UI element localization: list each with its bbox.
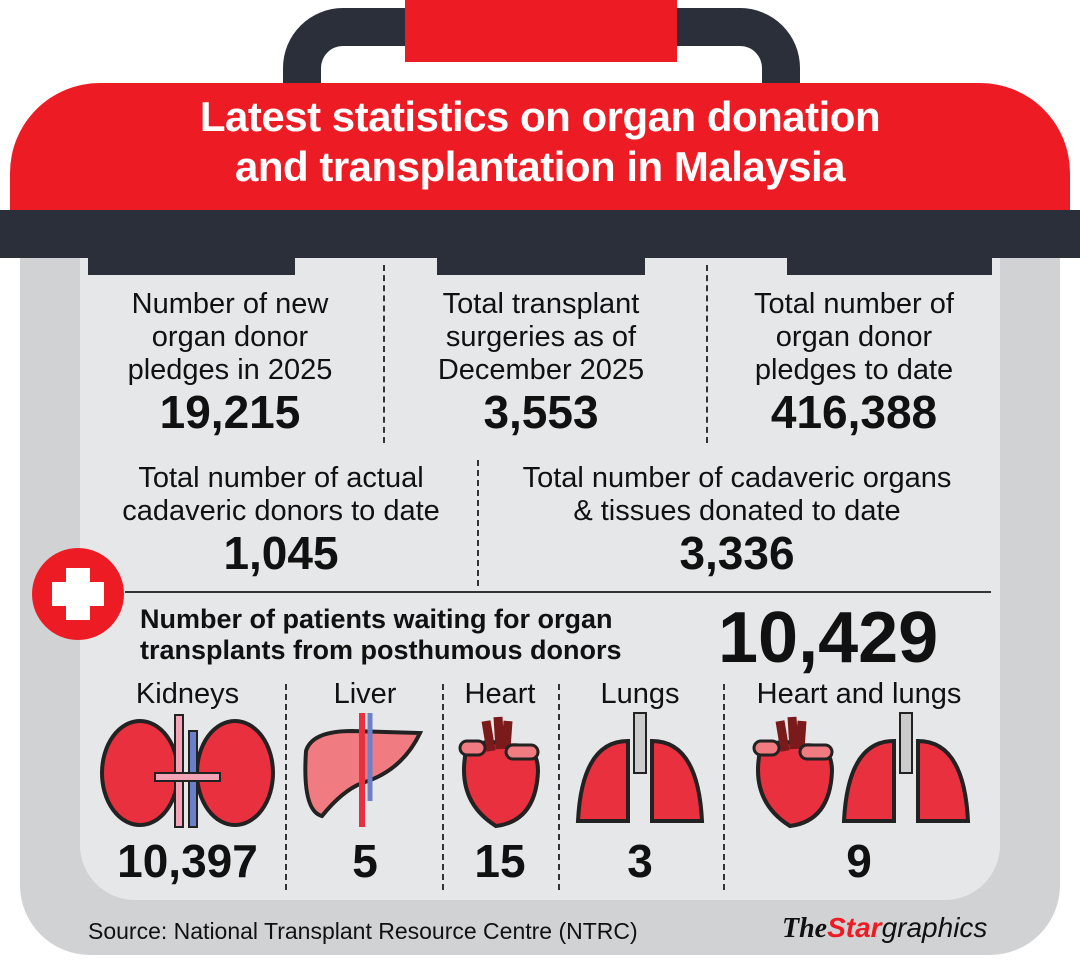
stat-value: 1,045: [223, 527, 339, 579]
waiting-label: Number of patients waiting for organ tra…: [140, 604, 622, 666]
stat-label: Total number of actual: [138, 462, 424, 494]
organ-kidneys: Kidneys 10,397: [95, 678, 280, 886]
stat-label: cadaveric donors to date: [122, 495, 440, 527]
logo-the: The: [782, 913, 828, 944]
stat-cadaveric-donors: Total number of actual cadaveric donors t…: [90, 462, 472, 578]
organ-value: 15: [474, 835, 526, 887]
organ-lungs: Lungs 3: [562, 678, 718, 886]
stat-label: Number of new: [131, 288, 329, 320]
stat-new-pledges: Number of new organ donor pledges in 2025 …: [90, 288, 370, 437]
stat-value: 19,215: [159, 386, 301, 438]
divider: [706, 265, 708, 443]
divider: [125, 591, 991, 593]
divider: [558, 684, 560, 890]
stat-label: pledges to date: [754, 354, 954, 386]
stat-value: 416,388: [770, 386, 938, 438]
stat-label: Total number of cadaveric organs: [522, 462, 952, 494]
organ-label: Heart and lungs: [756, 678, 962, 710]
waiting-label-line: Number of patients waiting for organ: [140, 604, 613, 634]
case-lid: [10, 83, 1070, 213]
clip: [437, 258, 645, 275]
kidneys-icon: [100, 714, 275, 828]
organ-label: Kidneys: [135, 678, 240, 710]
waiting-label-line: transplants from posthumous donors: [140, 635, 622, 665]
divider: [723, 684, 725, 890]
stat-transplant-surgeries: Total transplant surgeries as of December …: [400, 288, 682, 437]
medical-cross-icon: [32, 548, 124, 640]
organ-heart-and-lungs: Heart and lungs 9: [728, 678, 990, 886]
organ-label: Liver: [333, 678, 397, 710]
divider: [442, 684, 444, 890]
stat-label: Total number of: [754, 288, 954, 320]
lungs-icon: [575, 712, 705, 823]
stat-label: organ donor: [775, 321, 933, 353]
clip: [787, 258, 992, 275]
thestar-graphics-logo: TheStargraphics: [782, 912, 987, 945]
stat-total-pledges: Total number of organ donor pledges to dat…: [712, 288, 996, 437]
organ-label: Heart: [464, 678, 536, 710]
stat-value: 3,553: [483, 386, 599, 438]
title-line-1: Latest statistics on organ donation: [199, 93, 881, 140]
organ-value: 10,397: [117, 835, 258, 887]
organ-label: Lungs: [600, 678, 680, 710]
organ-value: 5: [352, 835, 378, 887]
title-line-2: and transplantation in Malaysia: [235, 143, 845, 190]
organ-value: 3: [627, 835, 653, 887]
lid-band: [0, 210, 1080, 258]
stat-label: December 2025: [437, 354, 645, 386]
source-note: Source: National Transplant Resource Cen…: [88, 918, 638, 944]
stat-label: organ donor: [151, 321, 309, 353]
organ-heart: Heart 15: [446, 678, 554, 886]
page-title: Latest statistics on organ donation and …: [10, 92, 1070, 192]
stat-label: surgeries as of: [445, 321, 637, 353]
handle-tab: [405, 0, 677, 62]
organ-liver: Liver 5: [292, 678, 438, 886]
stat-label: pledges in 2025: [127, 354, 333, 386]
stat-value: 3,336: [679, 527, 795, 579]
liver-icon: [303, 713, 424, 827]
heart-icon: [458, 716, 541, 829]
clip: [88, 258, 295, 275]
divider: [383, 265, 385, 443]
divider: [477, 460, 479, 586]
heart-and-lungs-icon: [752, 712, 971, 829]
divider: [285, 684, 287, 890]
logo-graphics: graphics: [881, 912, 988, 943]
stat-organs-donated: Total number of cadaveric organs & tissue…: [484, 462, 990, 578]
logo-star: Star: [827, 912, 882, 943]
waiting-value: 10,429: [718, 598, 939, 678]
organ-value: 9: [846, 835, 872, 887]
stat-label: & tissues donated to date: [573, 495, 901, 527]
stat-label: Total transplant: [442, 288, 640, 320]
